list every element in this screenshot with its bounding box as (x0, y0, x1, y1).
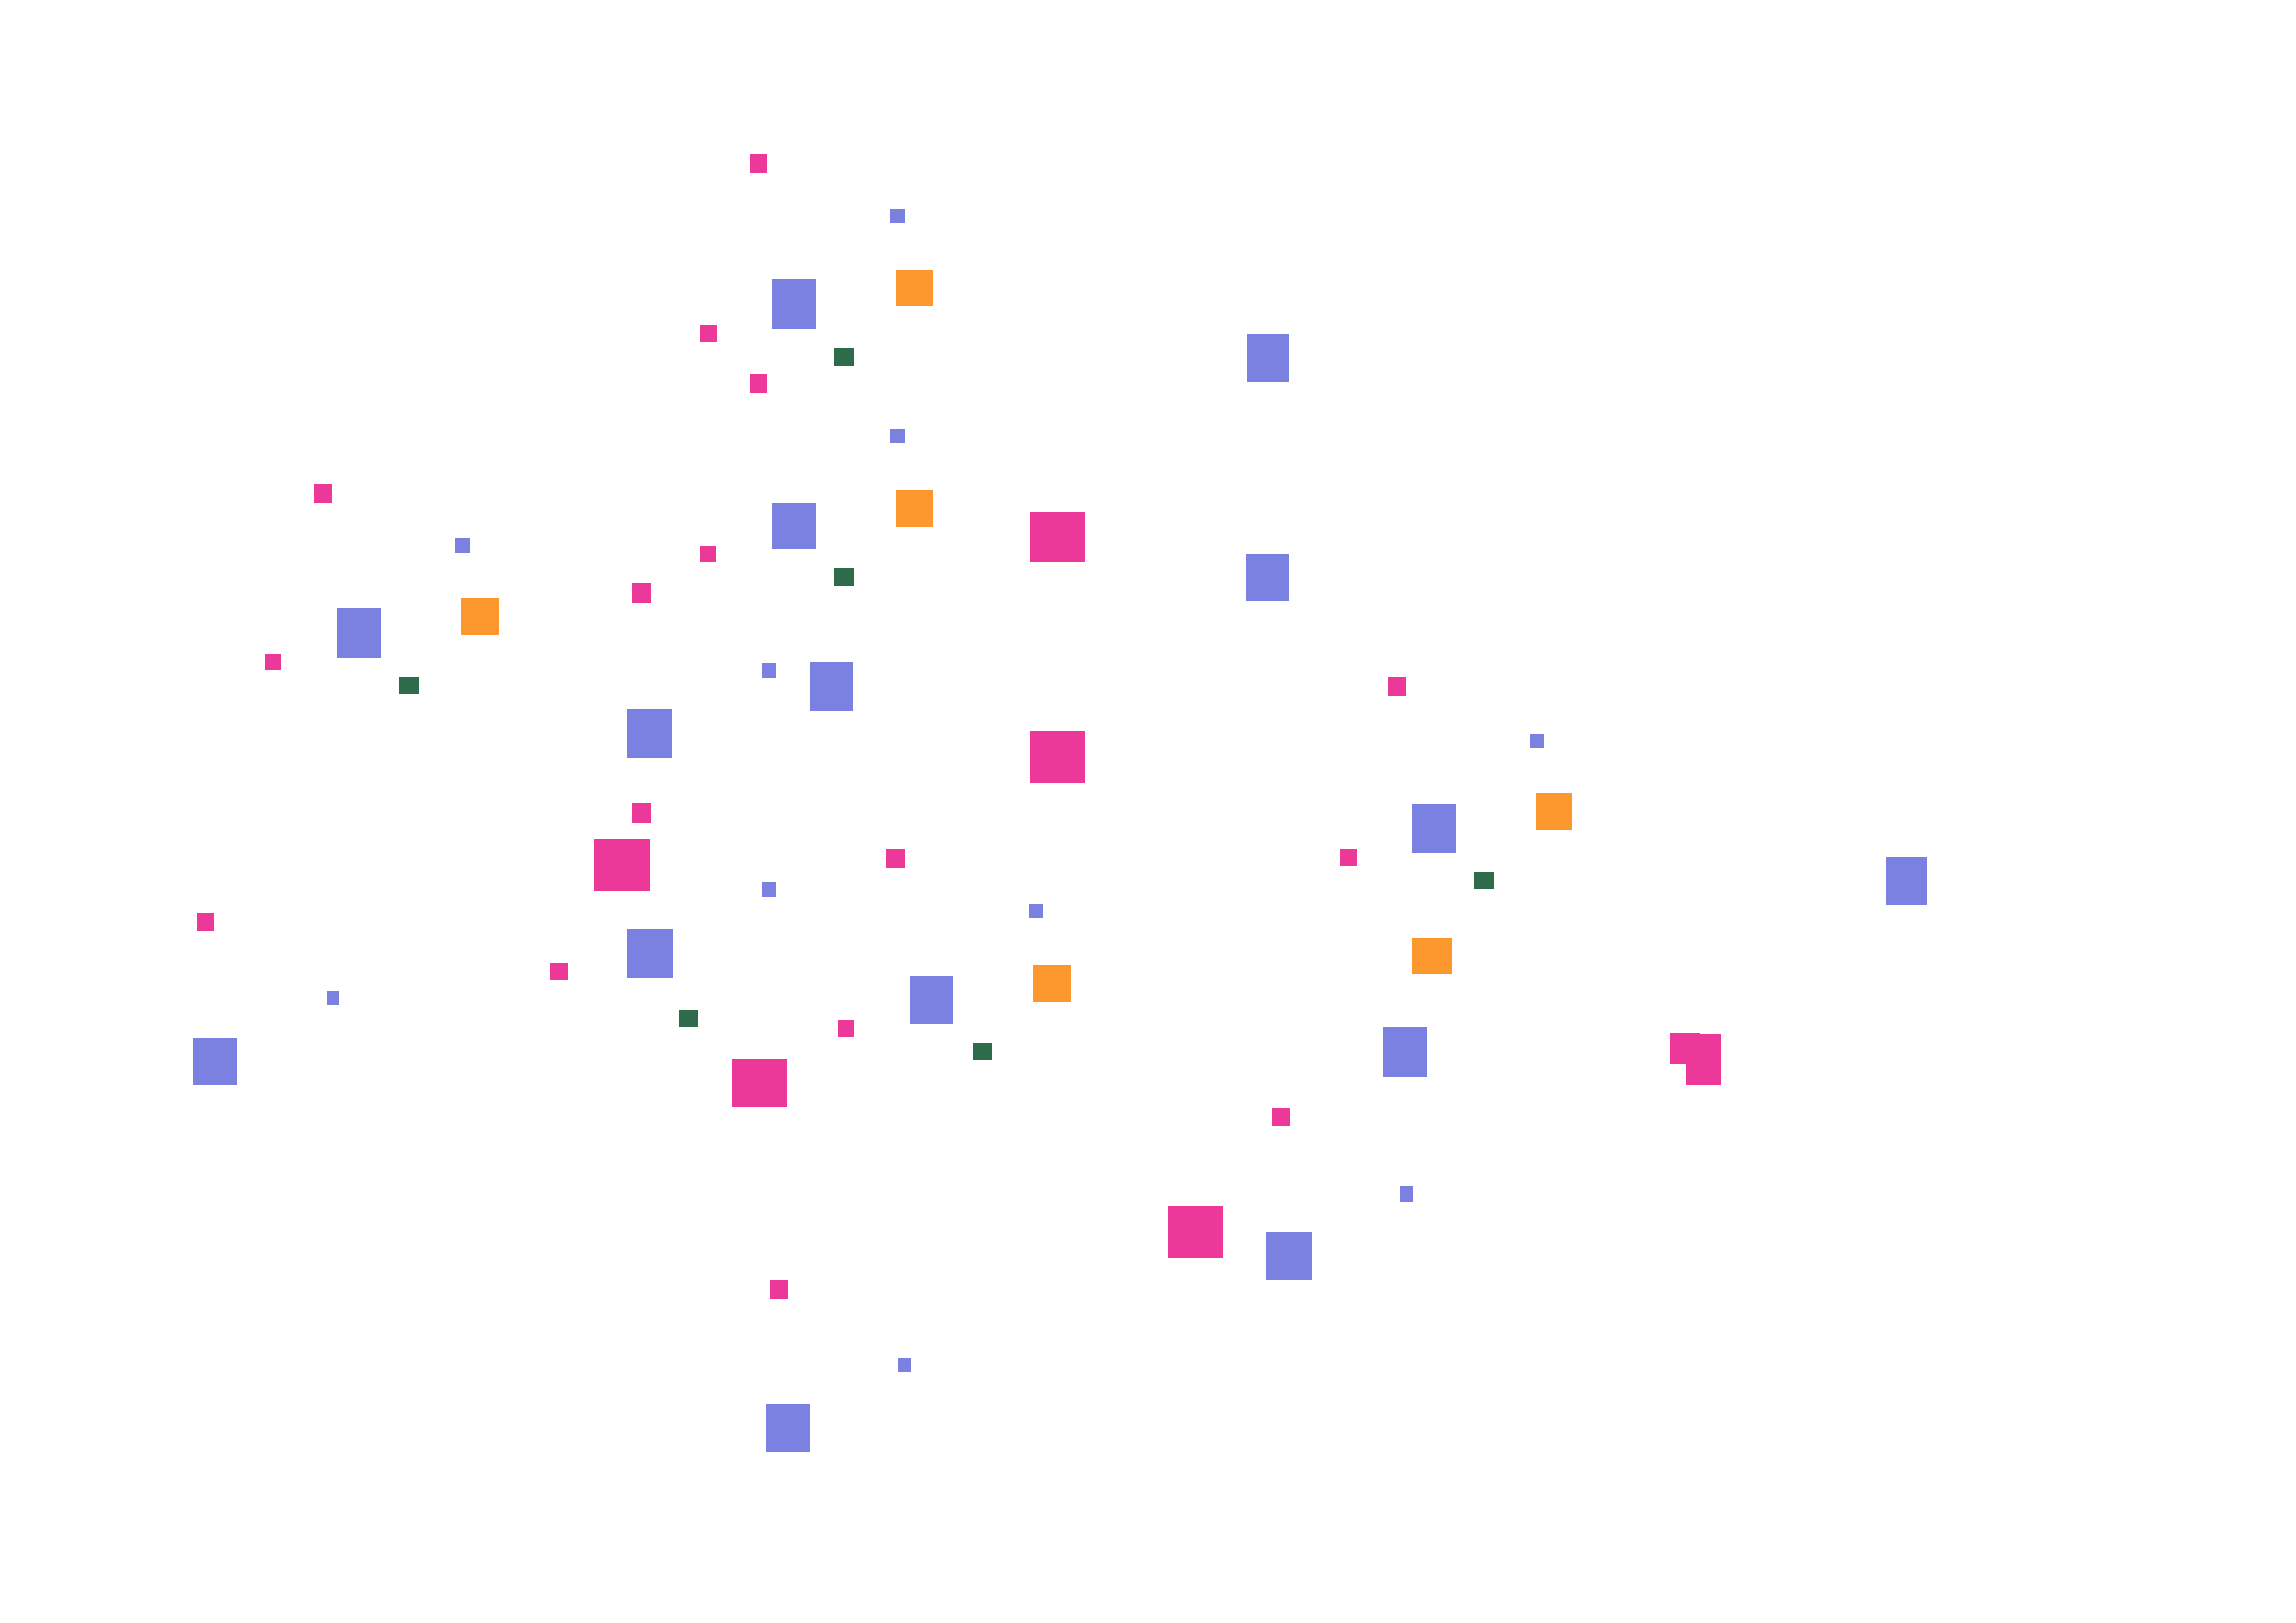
scatter-square-pink (631, 582, 651, 603)
scatter-square-pink (1686, 1034, 1721, 1085)
scatter-square-pink (631, 803, 651, 823)
scatter-square-blue (1530, 734, 1544, 748)
scatter-square-orange (896, 270, 933, 306)
scatter-square-pink (700, 545, 716, 562)
scatter-square-orange (896, 490, 933, 527)
scatter-square-pink (1030, 511, 1085, 562)
scatter-square-orange (461, 598, 499, 635)
scatter-square-blue (1028, 904, 1043, 918)
scatter-square-blue (761, 882, 776, 897)
scatter-square-green (834, 348, 854, 366)
scatter-square-green (1474, 872, 1494, 889)
scatter-square-pink (1167, 1205, 1223, 1258)
scatter-square-blue (336, 608, 381, 658)
scatter-square-pink (750, 373, 767, 393)
scatter-square-blue (898, 1357, 911, 1372)
scatter-square-pink (1388, 677, 1406, 696)
scatter-square-pink (837, 1020, 854, 1037)
scatter-square-blue (326, 991, 339, 1005)
scatter-square-blue (454, 537, 470, 553)
scatter-square-pink (731, 1059, 787, 1107)
scatter-square-pink (1272, 1107, 1290, 1126)
scatter-square-orange (1535, 793, 1572, 830)
scatter-square-green (399, 677, 419, 694)
scatter-square-pink (700, 325, 717, 342)
scatter-square-blue (1885, 857, 1927, 905)
scatter-square-green (679, 1010, 698, 1027)
scatter-square-blue (1411, 804, 1456, 853)
scatter-square-blue (890, 209, 905, 223)
scatter-square-blue (192, 1038, 237, 1085)
scatter-square-blue (1400, 1186, 1413, 1202)
scatter-square-blue (1382, 1027, 1427, 1077)
scatter-square-pink (314, 483, 332, 503)
scatter-square-blue (627, 928, 673, 978)
scatter-square-blue (772, 503, 816, 549)
scatter-square-pink (264, 653, 281, 670)
scatter-square-pink (770, 1279, 788, 1299)
scatter-square-blue (1246, 553, 1289, 601)
scatter-square-pink (1030, 730, 1085, 783)
scatter-square-blue (889, 429, 905, 443)
scatter-square-pink (594, 839, 650, 891)
scatter-square-blue (1266, 1232, 1312, 1280)
scatter-square-pink (550, 963, 568, 980)
scatter-square-pink (197, 912, 214, 931)
scatter-square-orange (1412, 938, 1452, 974)
scatter-square-green (834, 568, 854, 586)
scatter-square-pink (750, 154, 767, 173)
scatter-square-blue (765, 1404, 810, 1452)
scatter-square-pink (1340, 849, 1357, 866)
scatter-square-orange (1033, 965, 1071, 1002)
scatter-square-blue (910, 975, 953, 1024)
scatter-square-blue (761, 662, 776, 678)
scatter-square-blue (810, 661, 853, 711)
scatter-square-blue (772, 279, 816, 329)
scatter-square-pink (886, 849, 905, 868)
scatter-square-blue (626, 709, 672, 758)
scatter-square-blue (1246, 333, 1289, 382)
scatter-square-green (972, 1043, 992, 1060)
